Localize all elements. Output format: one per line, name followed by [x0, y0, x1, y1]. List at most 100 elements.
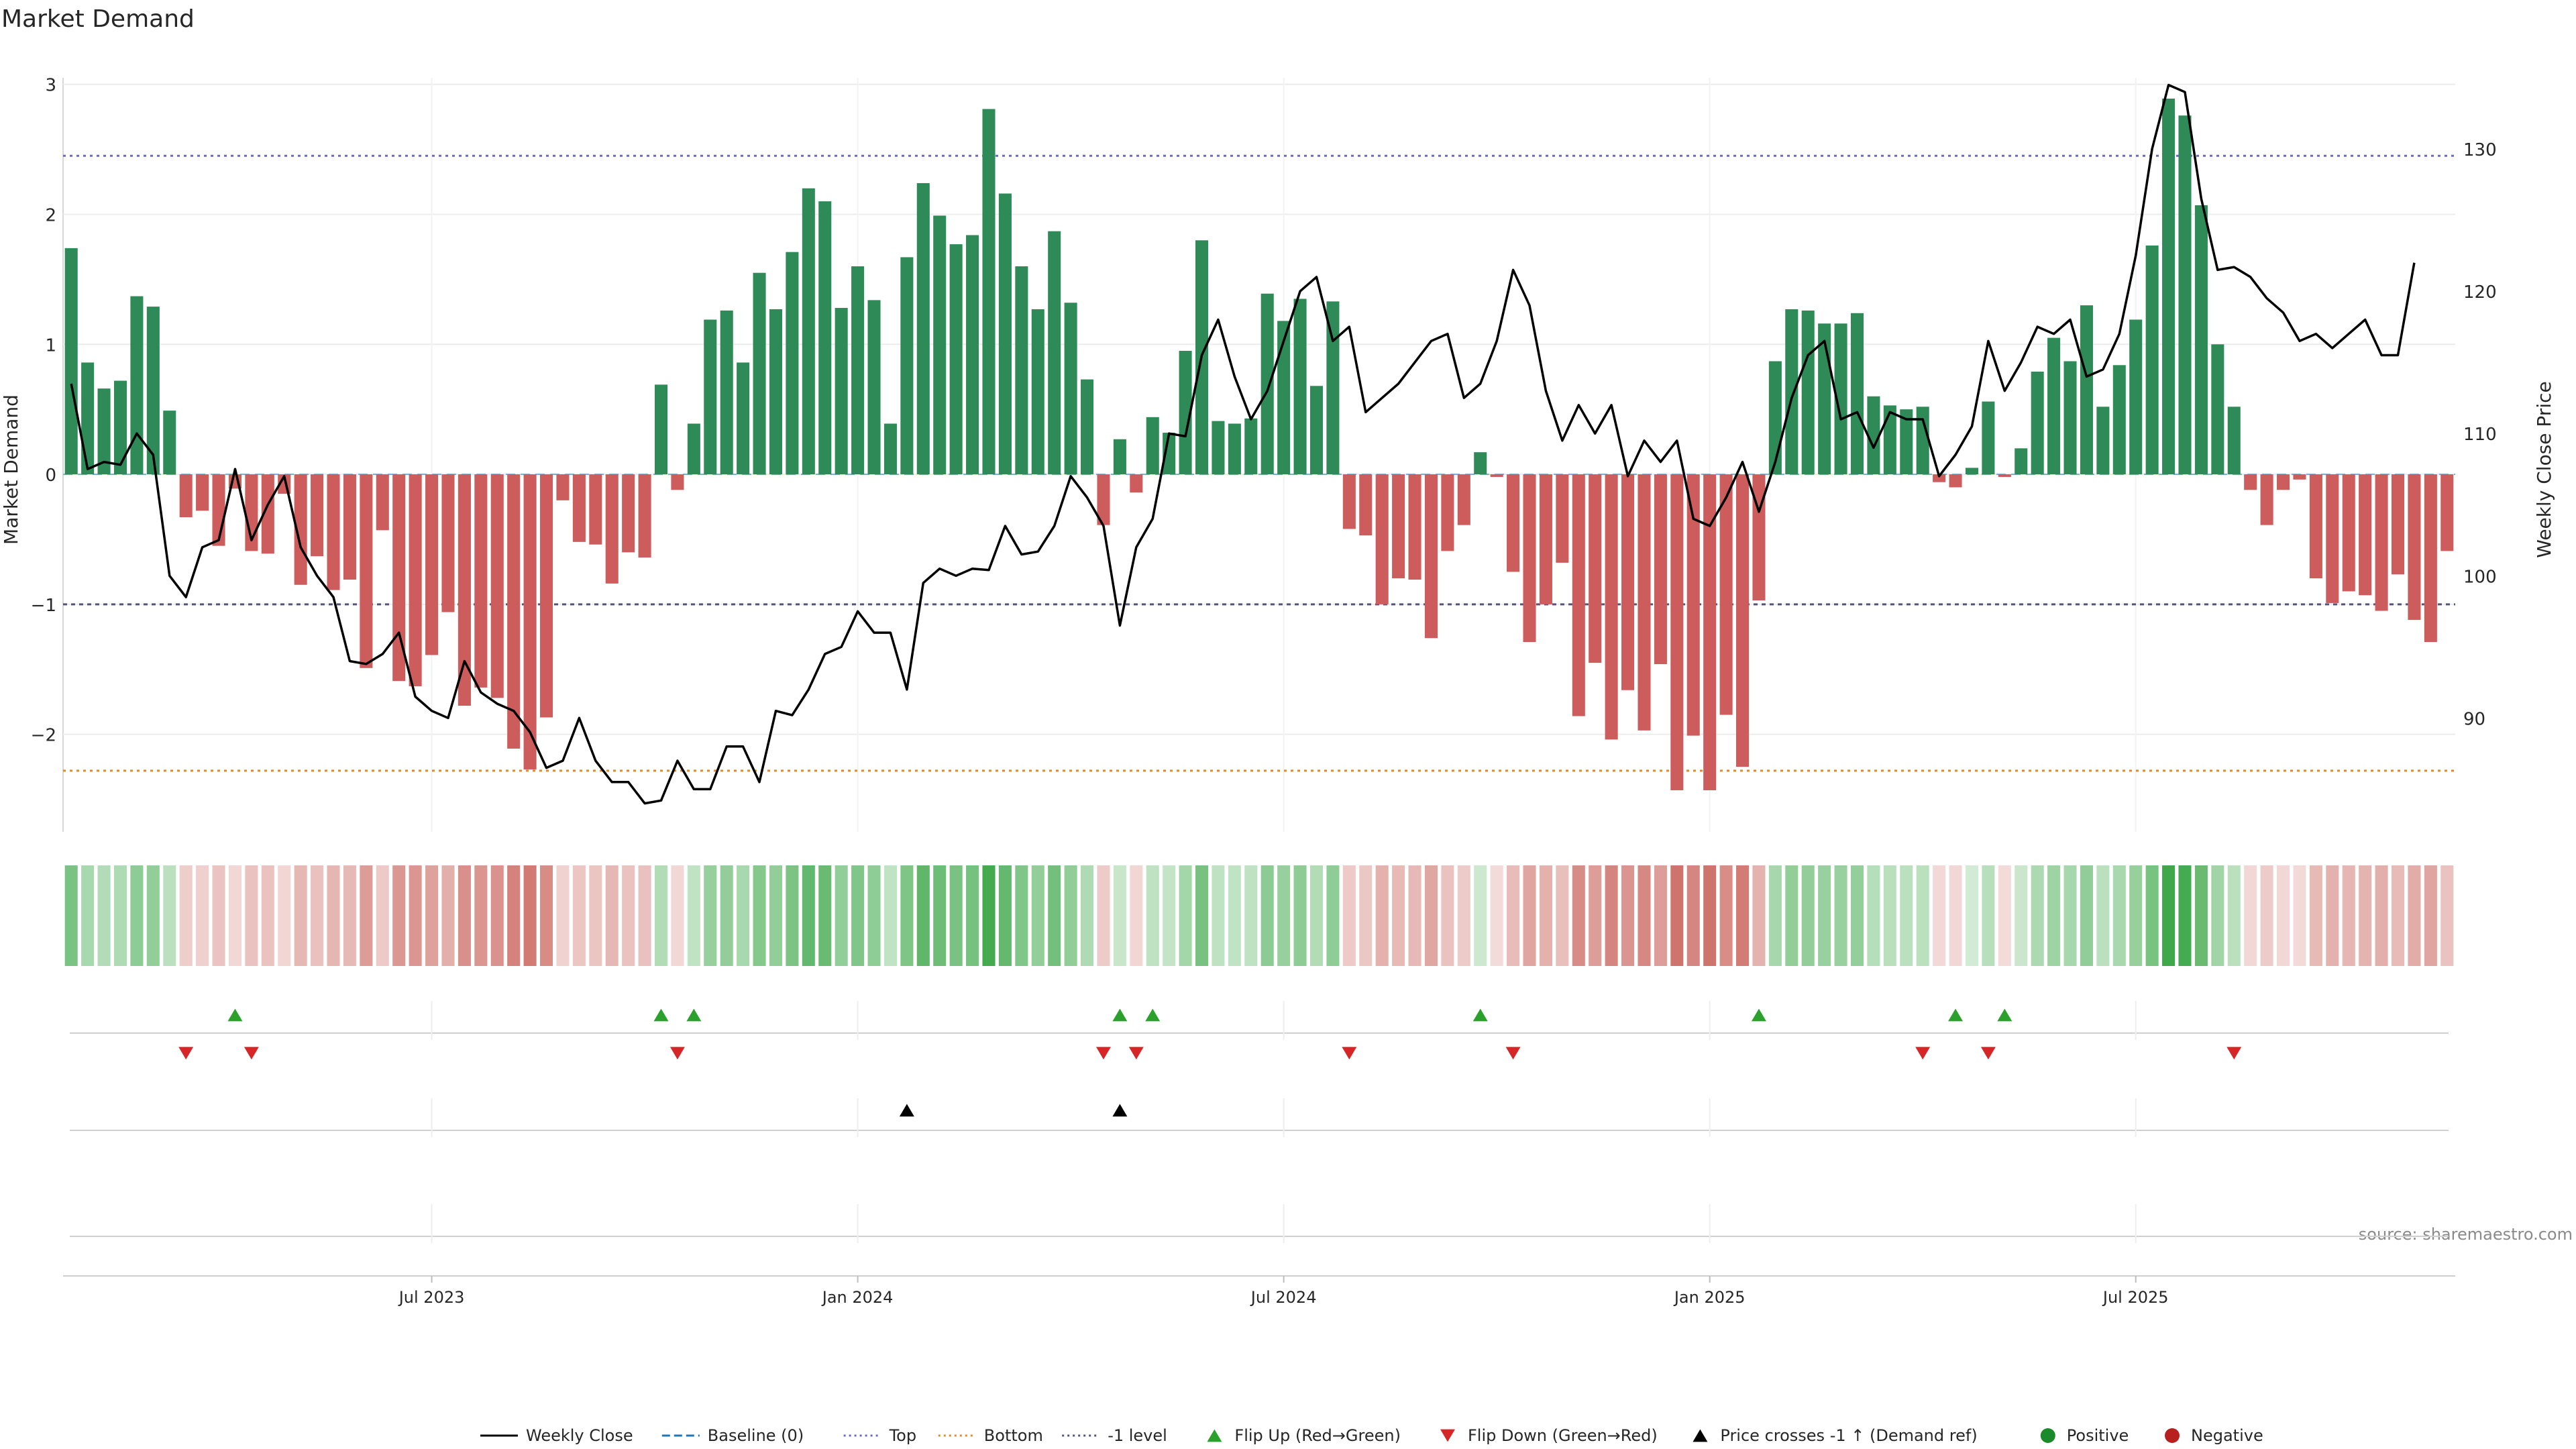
y-tick-right-label: 100 — [2463, 567, 2497, 587]
heat-cell — [2031, 865, 2044, 966]
heat-cell — [2096, 865, 2110, 966]
demand-bar — [687, 423, 700, 475]
demand-bar — [1081, 379, 1094, 475]
heat-cell — [228, 865, 241, 966]
heat-cell — [392, 865, 406, 966]
demand-bar — [2309, 474, 2322, 579]
demand-bar — [605, 474, 619, 584]
flip-up-marker — [1751, 1008, 1766, 1022]
heat-cell — [1736, 865, 1750, 966]
chart-title: Market Demand — [1, 5, 195, 33]
demand-bar — [327, 474, 340, 590]
demand-bar — [2015, 448, 2028, 475]
heat-cell — [2391, 865, 2405, 966]
flip-down-marker — [1980, 1046, 1996, 1060]
heat-cell — [2408, 865, 2421, 966]
price-cross-marker — [899, 1104, 914, 1117]
demand-bar — [360, 474, 373, 668]
demand-bar — [1113, 439, 1126, 475]
demand-bar — [2391, 474, 2405, 575]
x-tick-label: Jan 2025 — [1673, 1288, 1746, 1307]
demand-bar — [1572, 474, 1585, 716]
demand-bar — [1949, 474, 1962, 488]
demand-bar — [654, 384, 668, 475]
heat-cell — [409, 865, 422, 966]
demand-bar — [1801, 310, 1815, 475]
demand-bar — [1408, 474, 1421, 580]
source-note: source: sharemaestro.com — [2359, 1225, 2573, 1244]
legend-item: Flip Up (Red→Green) — [1207, 1426, 1401, 1445]
heat-cell — [1293, 865, 1307, 966]
demand-bar — [2145, 245, 2159, 475]
heat-cell — [441, 865, 455, 966]
demand-bar — [1474, 452, 1487, 475]
demand-bar — [883, 423, 897, 475]
heat-cell — [2293, 865, 2306, 966]
legend-swatch — [1693, 1429, 1708, 1442]
heat-cell — [507, 865, 521, 966]
demand-bar — [343, 474, 356, 580]
heat-cell — [523, 865, 537, 966]
heat-cell — [179, 865, 193, 966]
demand-bar — [1982, 401, 1995, 475]
heat-cell — [605, 865, 619, 966]
demand-bar — [441, 474, 455, 612]
demand-bar — [1359, 474, 1373, 536]
heat-cell — [1933, 865, 1946, 966]
demand-bar — [1031, 309, 1044, 475]
heat-cell — [2440, 865, 2454, 966]
heat-cell — [1392, 865, 1405, 966]
demand-bar — [1638, 474, 1651, 731]
demand-bar — [638, 474, 651, 558]
heat-cell — [1654, 865, 1667, 966]
y-tick-left-label: 2 — [45, 205, 56, 225]
demand-bar — [2260, 474, 2273, 525]
flip-up-marker — [1997, 1008, 2012, 1022]
demand-bars — [64, 99, 2454, 790]
demand-bar — [2194, 205, 2208, 475]
weekly-close-line — [70, 83, 2416, 805]
reference-lines — [63, 154, 2455, 772]
demand-bar — [572, 474, 586, 542]
heat-cell — [130, 865, 144, 966]
heat-cell — [737, 865, 750, 966]
demand-bar — [1064, 303, 1077, 475]
demand-bar — [1703, 474, 1717, 790]
heat-cell — [376, 865, 389, 966]
legend-label: Negative — [2191, 1426, 2263, 1445]
legend-swatch — [1440, 1429, 1455, 1442]
heat-cell — [1064, 865, 1077, 966]
demand-bar — [1589, 474, 1602, 663]
heat-cell — [163, 865, 176, 966]
demand-bar — [2342, 474, 2355, 592]
y-tick-left-label: 0 — [45, 466, 56, 486]
demand-bar — [2047, 337, 2061, 475]
heat-cell — [2342, 865, 2355, 966]
heat-cell — [343, 865, 356, 966]
demand-bar — [2112, 365, 2126, 475]
heat-cell — [474, 865, 488, 966]
heat-cell — [2047, 865, 2061, 966]
flip-up-marker — [653, 1008, 669, 1022]
y-tick-left-label: −2 — [31, 726, 56, 746]
heat-cell — [1998, 865, 2011, 966]
heat-cell — [458, 865, 471, 966]
demand-bar — [81, 362, 95, 475]
heat-cell — [638, 865, 651, 966]
legend-label: Positive — [2067, 1426, 2129, 1445]
demand-bar — [704, 319, 717, 475]
demand-bar — [1342, 474, 1356, 529]
flip-down-marker — [1342, 1046, 1357, 1060]
demand-bar — [966, 235, 979, 475]
demand-bar — [376, 474, 389, 531]
heat-cell — [1457, 865, 1470, 966]
legend-item: Negative — [2165, 1426, 2263, 1445]
heat-cell — [1670, 865, 1684, 966]
heat-cell — [1834, 865, 1847, 966]
y-axis-right: 130 120 110 100 90 — [2463, 140, 2497, 729]
heat-cell — [753, 865, 766, 966]
demand-bar — [2277, 474, 2290, 490]
x-tick-label: Jul 2024 — [1250, 1288, 1317, 1307]
flip-up-marker — [227, 1008, 243, 1022]
